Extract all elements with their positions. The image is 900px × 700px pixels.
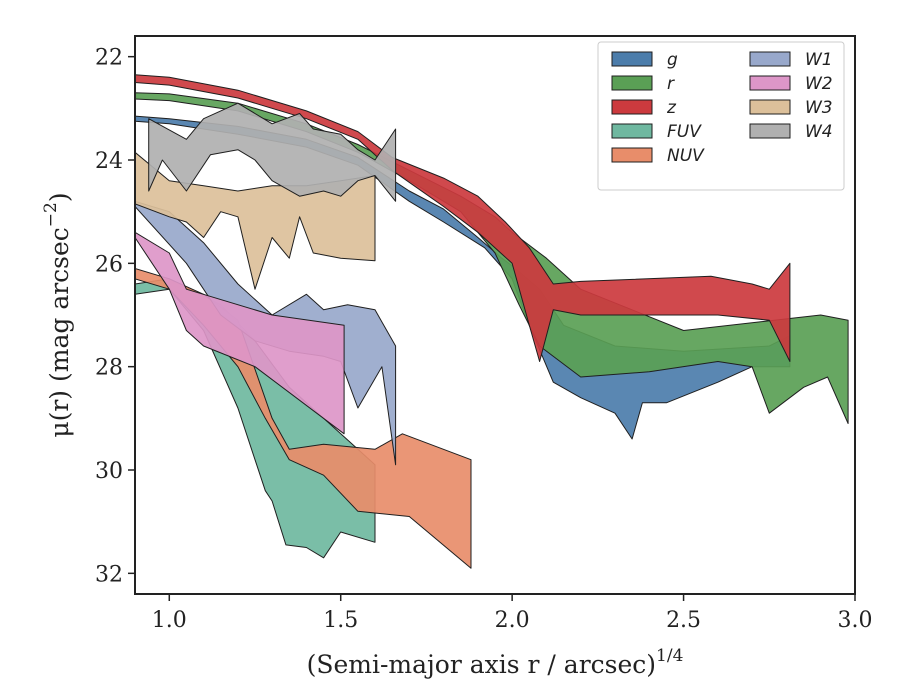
x-axis-title-power: 1/4 — [656, 646, 683, 666]
legend-swatch-w2 — [749, 75, 791, 91]
y-tick-label: 26 — [95, 252, 123, 277]
y-axis-ticks: 22 24 26 28 30 32 — [95, 46, 135, 587]
legend-label-w4: W4 — [805, 122, 833, 142]
legend-label-w3: W3 — [805, 98, 833, 118]
series-areas — [135, 74, 849, 569]
legend-label-fuv: FUV — [667, 122, 702, 142]
legend: grz FUV NUV W1 W2 W3 W4 — [597, 41, 845, 191]
legend-swatch-w4 — [749, 123, 791, 139]
legend-label-nuv: NUV — [667, 146, 705, 166]
x-axis-ticks: 1.0 1.5 2.0 2.5 3.0 — [152, 594, 873, 633]
legend-label-g: g — [667, 50, 678, 70]
legend-swatch-g — [611, 51, 653, 67]
legend-label-w1: W1 — [805, 50, 833, 70]
y-tick-label: 30 — [95, 459, 123, 484]
legend-swatch-r — [611, 75, 653, 91]
legend-label-w2: W2 — [805, 74, 833, 94]
x-axis-title: (Semi-major axis r / arcsec)1/4 — [307, 646, 684, 679]
area-series-w2 — [135, 231, 345, 435]
y-tick-label: 22 — [95, 46, 123, 71]
y-axis-title: μ(r) (mag arcsec−2) — [41, 192, 74, 437]
x-tick-label: 3.0 — [838, 608, 873, 633]
legend-swatch-nuv — [611, 147, 653, 163]
legend-swatch-w1 — [749, 51, 791, 67]
legend-swatch-fuv — [611, 123, 653, 139]
legend-label-z: z — [666, 98, 677, 118]
y-tick-label: 32 — [95, 562, 123, 587]
x-tick-label: 1.0 — [152, 608, 187, 633]
plot-frame — [134, 35, 856, 595]
area-series-w4 — [148, 102, 397, 202]
x-tick-label: 2.0 — [495, 608, 530, 633]
x-tick-label: 1.5 — [323, 608, 358, 633]
area-series-z — [135, 74, 791, 362]
legend-swatch-z — [611, 99, 653, 115]
y-tick-label: 28 — [95, 356, 123, 381]
y-axis-title-power: −2 — [41, 202, 61, 227]
x-tick-label: 2.5 — [666, 608, 701, 633]
y-tick-label: 24 — [95, 149, 123, 174]
legend-label-r: r — [667, 74, 675, 94]
legend-swatch-w3 — [749, 99, 791, 115]
